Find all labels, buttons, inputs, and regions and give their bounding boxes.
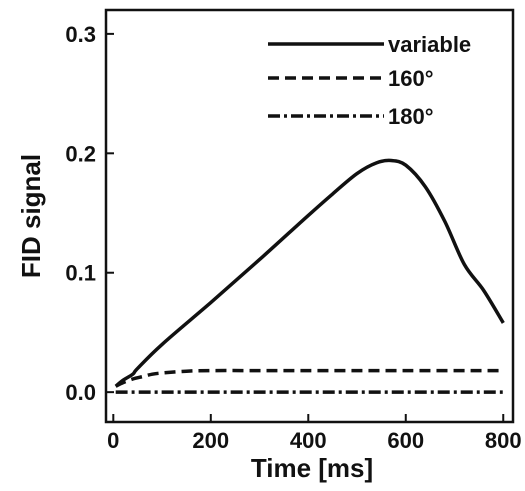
y-tick-label: 0.0 — [65, 380, 96, 405]
series-line-0 — [114, 158, 505, 388]
legend-label: 180° — [388, 104, 434, 129]
plot-frame — [104, 8, 515, 424]
legend: variable 160° 180° — [268, 32, 471, 129]
x-tick-label: 0 — [107, 428, 119, 453]
ticks — [106, 32, 505, 422]
tick-labels: 0 200 400 600 800 0.0 0.1 0.2 0.3 — [65, 22, 521, 453]
x-tick-label: 800 — [485, 428, 522, 453]
y-tick-label: 0.2 — [65, 141, 96, 166]
x-tick-label: 400 — [290, 428, 327, 453]
x-axis-title: Time [ms] — [251, 453, 373, 483]
series-line-1 — [114, 368, 504, 388]
y-tick-label: 0.3 — [65, 22, 96, 47]
y-axis-title: FID signal — [16, 154, 46, 278]
series-lines — [114, 158, 505, 394]
x-tick-label: 200 — [192, 428, 229, 453]
x-tick-label: 600 — [387, 428, 424, 453]
legend-label: 160° — [388, 66, 434, 91]
legend-label: variable — [388, 32, 471, 57]
y-tick-label: 0.1 — [65, 261, 96, 286]
